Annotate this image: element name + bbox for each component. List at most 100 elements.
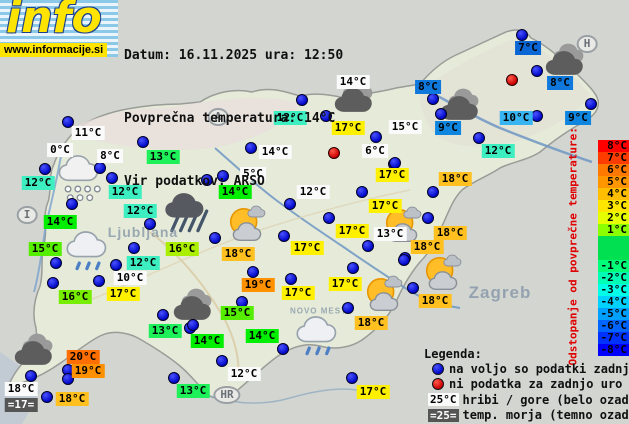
- blue-station-dot: [346, 372, 358, 384]
- sun-cloud-icon: [221, 203, 275, 251]
- legend-item: ni podatka za zadnjo uro: [424, 377, 629, 393]
- city-label: Zagreb: [468, 283, 532, 302]
- station-temp-label: 17°C: [335, 224, 369, 238]
- station-temp-label: 14°C: [190, 334, 224, 348]
- station-temp-label: 15°C: [388, 120, 422, 134]
- blue-station-dot: [473, 132, 485, 144]
- station-temp-label: 10°C: [113, 271, 147, 285]
- station-temp-label: 9°C: [565, 111, 591, 125]
- header-info: Datum: 16.11.2025 ura: 12:50 Povprečna t…: [124, 3, 343, 234]
- blue-station-dot: [247, 266, 259, 278]
- blue-station-dot: [278, 230, 290, 242]
- blue-station-dot: [144, 218, 156, 230]
- station-temp-label: 11°C: [71, 126, 105, 140]
- station-temp-label: 12°C: [296, 185, 330, 199]
- station-temp-label: 8°C: [97, 149, 123, 163]
- country-marker-h: H: [576, 35, 598, 53]
- scale-cell: -4°C: [598, 296, 629, 308]
- station-temp-label: 12°C: [481, 144, 515, 158]
- scale-cell: 7°C: [598, 152, 629, 164]
- header-avg-temp-line: Povprečna temperatura: 14°C: [124, 111, 336, 126]
- blue-station-dot: [347, 262, 359, 274]
- blue-station-dot: [106, 172, 118, 184]
- scale-cell: 8°C: [598, 140, 629, 152]
- blue-dot-icon: [432, 362, 444, 375]
- blue-station-dot: [110, 259, 122, 271]
- station-temp-label: 18°C: [418, 294, 452, 308]
- logo-url-link[interactable]: www.informacije.si: [0, 43, 108, 57]
- station-temp-label: 14°C: [258, 145, 292, 159]
- blue-station-dot: [427, 186, 439, 198]
- rain-cloud-light-icon: [292, 311, 344, 363]
- scale-cell: 2°C: [598, 212, 629, 224]
- station-temp-label: 17°C: [331, 121, 365, 135]
- station-temp-label: 15°C: [220, 306, 254, 320]
- station-temp-label: 18°C: [354, 316, 388, 330]
- blue-station-dot: [41, 391, 53, 403]
- blue-station-dot: [531, 65, 543, 77]
- legend-item-text: ni podatka za zadnjo uro: [449, 377, 623, 392]
- scale-cell: -6°C: [598, 320, 629, 332]
- blue-station-dot: [277, 343, 289, 355]
- station-temp-label: 13°C: [176, 384, 210, 398]
- blue-station-dot: [245, 142, 257, 154]
- blue-station-dot: [209, 232, 221, 244]
- station-temp-label: 16°C: [165, 242, 199, 256]
- station-temp-label: 18°C: [55, 392, 89, 406]
- scale-title: Odstopanje od povprečne temperature:: [566, 127, 580, 366]
- dark-cloud-icon: [437, 84, 489, 126]
- station-temp-label: 14°C: [218, 185, 252, 199]
- scale-cell: -2°C: [598, 272, 629, 284]
- scale-cell: -7°C: [598, 332, 629, 344]
- river-sava: [214, 147, 461, 309]
- station-temp-label: 17°C: [356, 385, 390, 399]
- blue-station-dot: [370, 131, 382, 143]
- dark-box-sample: =25=: [428, 408, 459, 422]
- scale-cell: 5°C: [598, 176, 629, 188]
- sun-cloud-icon: [417, 252, 471, 300]
- station-temp-label: 18°C: [433, 226, 467, 240]
- station-temp-label: 17°C: [106, 287, 140, 301]
- blue-station-dot: [585, 98, 597, 110]
- header-date-line: Datum: 16.11.2025 ura: 12:50: [124, 48, 344, 63]
- blue-station-dot: [50, 257, 62, 269]
- station-temp-label: 12°C: [108, 185, 142, 199]
- site-logo[interactable]: info www.informacije.si: [0, 0, 118, 57]
- red-dot-icon: [432, 378, 444, 391]
- blue-station-dot: [62, 373, 74, 385]
- blue-station-dot: [66, 198, 78, 210]
- legend-item-text: temp. morja (temno ozadje): [462, 408, 629, 423]
- station-temp-label: 14°C: [336, 75, 370, 89]
- station-temp-label: 8°C: [547, 76, 573, 90]
- scale-cell: 6°C: [598, 164, 629, 176]
- legend-item-text: hribi / gore (belo ozadje): [462, 392, 629, 407]
- scale-cell: -8°C: [598, 344, 629, 356]
- blue-station-dot: [362, 240, 374, 252]
- blue-station-dot: [296, 94, 308, 106]
- legend-item: na voljo so podatki zadnje ure: [424, 361, 629, 377]
- station-temp-label: 18°C: [438, 172, 472, 186]
- blue-station-dot: [320, 110, 332, 122]
- blue-station-dot: [25, 370, 37, 382]
- blue-station-dot: [187, 319, 199, 331]
- blue-station-dot: [284, 198, 296, 210]
- blue-station-dot: [422, 212, 434, 224]
- dark-cloud-icon: [542, 39, 594, 81]
- blue-station-dot: [128, 242, 140, 254]
- scale-cell: 4°C: [598, 188, 629, 200]
- blue-station-dot: [356, 186, 368, 198]
- legend-item: =25=temp. morja (temno ozadje): [424, 408, 629, 424]
- blue-station-dot: [93, 275, 105, 287]
- scale-cell: -1°C: [598, 260, 629, 272]
- country-marker-a: A: [207, 108, 229, 126]
- station-temp-label: 20°C: [66, 350, 100, 364]
- rain-cloud-light-icon: [62, 226, 114, 278]
- blue-station-dot: [342, 302, 354, 314]
- scale-cell: -3°C: [598, 284, 629, 296]
